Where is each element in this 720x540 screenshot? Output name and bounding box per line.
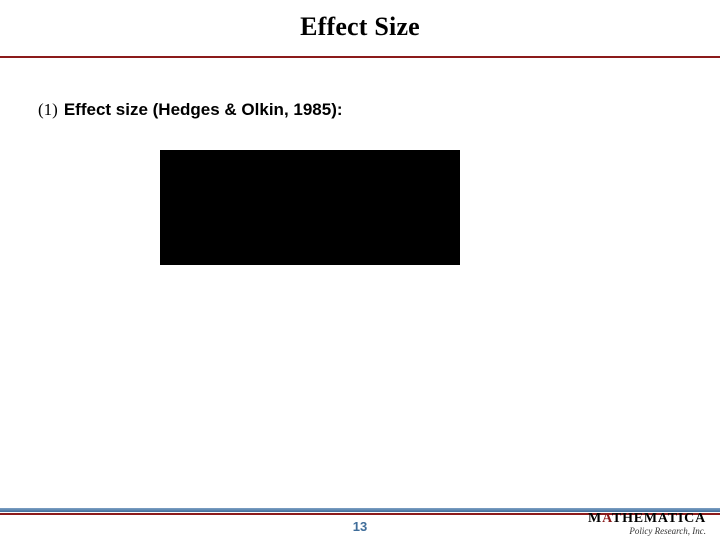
title-area: Effect Size [0, 0, 720, 58]
body-area: (1) Effect size (Hedges & Olkin, 1985): [38, 100, 682, 120]
slide-title: Effect Size [0, 12, 720, 42]
slide: Effect Size (1) Effect size (Hedges & Ol… [0, 0, 720, 540]
logo: MATHEMATICA Policy Research, Inc. [588, 512, 706, 536]
bullet-text: Effect size (Hedges & Olkin, 1985): [64, 100, 343, 120]
bullet-line: (1) Effect size (Hedges & Olkin, 1985): [38, 100, 682, 120]
logo-pre: M [588, 511, 602, 526]
title-rule [0, 56, 720, 58]
bullet-index: (1) [38, 100, 58, 120]
logo-accent: A [602, 511, 612, 526]
formula-placeholder [160, 150, 460, 265]
footer: 13 MATHEMATICA Policy Research, Inc. [0, 486, 720, 540]
logo-sub: Policy Research, Inc. [588, 527, 706, 536]
logo-main: MATHEMATICA [588, 512, 706, 526]
logo-post: THEMATICA [612, 511, 706, 526]
